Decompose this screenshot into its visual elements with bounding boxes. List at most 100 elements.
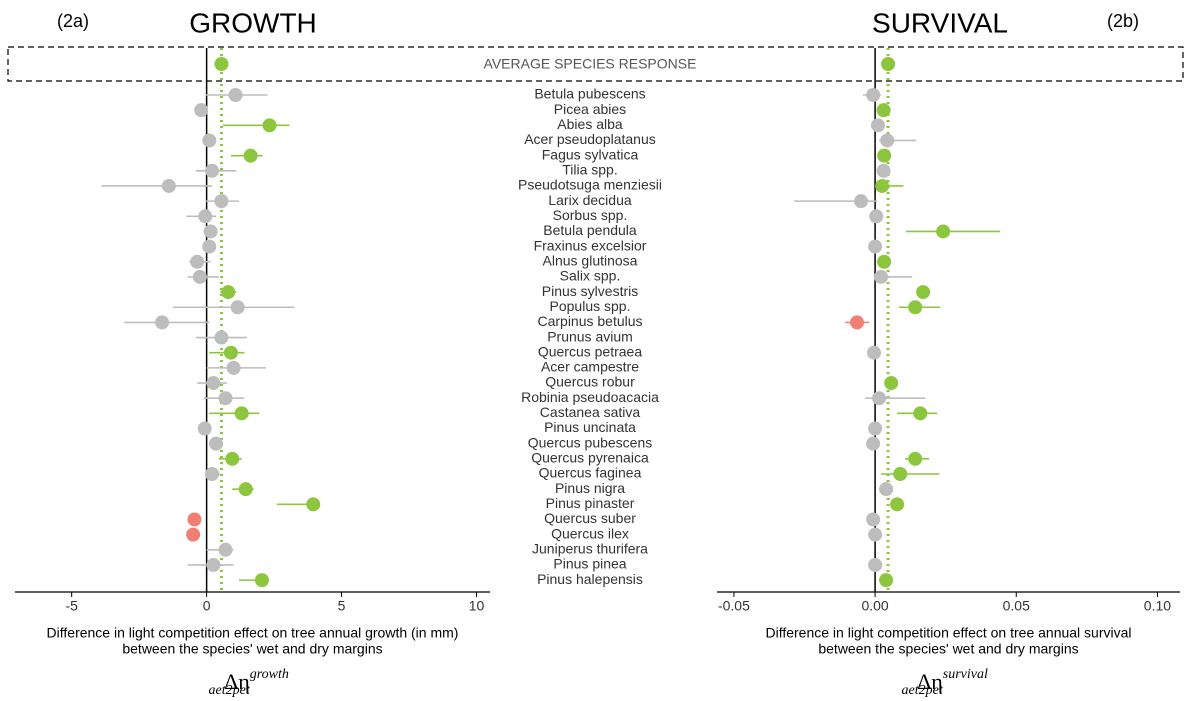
category-label: Quercus pubescens — [528, 434, 653, 450]
category-label: Abies alba — [557, 116, 623, 132]
symbol-sub: aet2pet — [209, 683, 251, 698]
category-label: Juniperus thurifera — [532, 541, 648, 557]
panel-title: SURVIVAL — [872, 7, 1008, 38]
category-label: Quercus faginea — [539, 465, 642, 481]
category-label: Carpinus betulus — [537, 313, 642, 329]
point — [214, 330, 229, 345]
category-label: Quercus pyrenaica — [531, 450, 649, 466]
point — [230, 300, 245, 315]
x-tick-label: 0.10 — [1144, 598, 1171, 614]
point — [908, 451, 923, 466]
point — [877, 254, 892, 269]
category-label: Pinus pinea — [553, 556, 626, 572]
symbol: Δη — [917, 669, 943, 694]
category-label: Fagus sylvatica — [542, 146, 639, 162]
category-label: Prunus avium — [547, 328, 633, 344]
x-tick-label: 0.00 — [861, 598, 888, 614]
x-tick-label: -5 — [65, 598, 78, 614]
point — [194, 103, 209, 118]
average-point — [214, 57, 229, 71]
point — [872, 391, 887, 406]
category-label: Alnus glutinosa — [543, 252, 638, 268]
point — [234, 406, 249, 421]
category-label: Robinia pseudoacacia — [521, 389, 659, 405]
symbol-sup: survival — [943, 667, 988, 682]
average-box — [7, 46, 1184, 82]
axis-symbol: Δηsurvival aet2pet — [902, 667, 988, 698]
category-label: Quercus ilex — [551, 525, 629, 541]
point — [306, 497, 321, 512]
point — [874, 269, 889, 284]
point — [866, 88, 881, 102]
category-label: Quercus robur — [545, 374, 635, 390]
average-label: AVERAGE SPECIES RESPONSE — [484, 56, 697, 72]
x-tick-label: 10 — [469, 598, 485, 614]
category-label: Sorbus spp. — [553, 207, 628, 223]
x-tick-label: -0.05 — [718, 598, 750, 614]
point — [214, 194, 229, 209]
point — [218, 542, 233, 557]
point — [203, 224, 218, 239]
point — [853, 194, 868, 209]
category-label: Betula pendula — [543, 222, 637, 238]
point — [868, 557, 883, 572]
point — [243, 148, 258, 163]
point — [876, 103, 891, 118]
point — [202, 133, 217, 148]
point — [223, 345, 238, 360]
category-label: Acer campestre — [541, 359, 639, 375]
category-label: Pinus nigra — [555, 480, 625, 496]
point — [850, 315, 865, 330]
point — [866, 345, 881, 360]
point — [869, 209, 884, 224]
category-label: Pinus uncinata — [544, 419, 636, 435]
point — [870, 118, 885, 133]
point — [202, 239, 217, 254]
point — [209, 436, 224, 451]
panel-label: (2a) — [57, 11, 89, 31]
category-label: Picea abies — [554, 101, 626, 117]
point — [877, 148, 892, 163]
point — [893, 467, 908, 481]
point — [198, 209, 213, 224]
category-label: Pinus sylvestris — [542, 283, 638, 299]
point — [218, 391, 233, 406]
point — [879, 482, 894, 497]
point — [192, 269, 207, 284]
point — [866, 436, 881, 451]
point — [228, 88, 243, 102]
point — [879, 573, 894, 588]
category-label: Tilia spp. — [562, 162, 618, 178]
point — [890, 497, 905, 512]
point — [884, 376, 899, 391]
point — [205, 467, 220, 481]
category-label: Larix decidua — [548, 192, 631, 208]
x-tick-label: 5 — [338, 598, 346, 614]
category-label: Salix spp. — [560, 268, 621, 284]
point — [913, 406, 928, 421]
average-point — [881, 57, 896, 71]
point — [221, 285, 236, 300]
point — [262, 118, 277, 133]
x-axis-label: between the species' wet and dry margins — [818, 641, 1078, 657]
point — [868, 527, 883, 542]
category-label: Betula pubescens — [534, 86, 645, 102]
point — [225, 451, 240, 466]
panel-title: GROWTH — [189, 7, 317, 38]
x-axis-label: Difference in light competition effect o… — [47, 625, 459, 641]
category-label: Castanea sativa — [540, 404, 641, 420]
point — [866, 512, 881, 527]
panel-label: (2b) — [1107, 11, 1139, 31]
point — [876, 163, 891, 178]
category-label: Populus spp. — [550, 298, 631, 314]
category-label: Pinus halepensis — [537, 571, 643, 587]
x-tick-label: 0.05 — [1003, 598, 1030, 614]
point — [868, 421, 883, 436]
category-label: Fraxinus excelsior — [534, 237, 647, 253]
point — [916, 285, 931, 300]
point — [238, 482, 253, 497]
x-axis-label: between the species' wet and dry margins — [122, 641, 382, 657]
point — [880, 133, 895, 148]
point — [226, 360, 241, 375]
